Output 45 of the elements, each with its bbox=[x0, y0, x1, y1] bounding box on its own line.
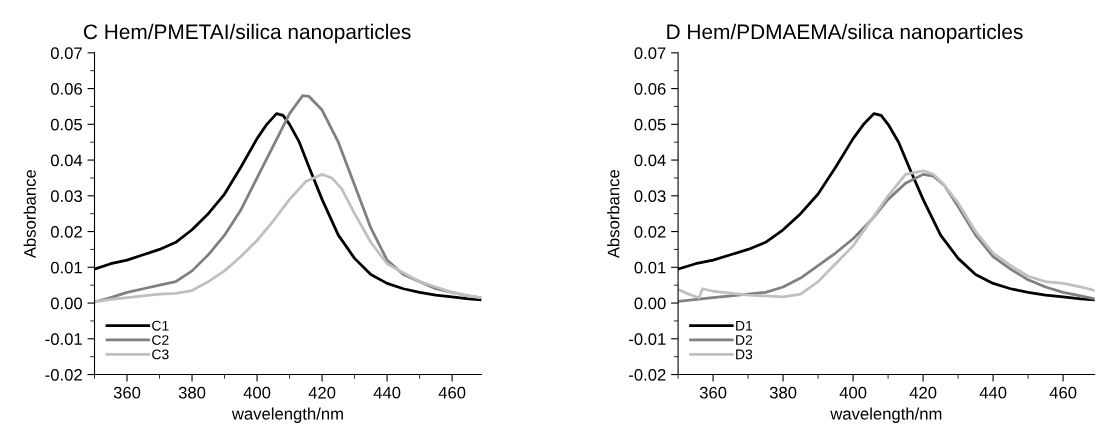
line-series bbox=[94, 172, 482, 304]
x-tick-label: 360 bbox=[699, 386, 727, 399]
y-tick-label: 0.03 bbox=[634, 190, 666, 203]
y-tick-label: 0.00 bbox=[634, 297, 666, 310]
x-tick-label: 400 bbox=[839, 386, 867, 399]
y-tick-label: -0.02 bbox=[629, 368, 666, 381]
y-tick-label: 0.05 bbox=[50, 118, 83, 131]
y-tick-label: -0.02 bbox=[45, 368, 82, 381]
y-axis-title: Absorbance bbox=[23, 169, 36, 259]
x-tick-label: 460 bbox=[438, 386, 466, 399]
x-axis-title: wavelength/nm bbox=[830, 407, 942, 423]
legend-label: D1 bbox=[736, 320, 753, 331]
x-tick-label: 380 bbox=[178, 386, 206, 399]
y-tick-label: 0.02 bbox=[50, 225, 82, 238]
x-tick-label: 440 bbox=[979, 386, 1007, 399]
y-tick-label: 0.07 bbox=[50, 47, 82, 60]
y-tick-label: -0.01 bbox=[45, 333, 82, 345]
y-tick-label: 0.04 bbox=[50, 154, 83, 167]
x-tick-label: 460 bbox=[1049, 386, 1077, 399]
y-tick-label: 0.01 bbox=[50, 261, 82, 274]
x-tick-label: 360 bbox=[113, 386, 141, 399]
y-tick-label: 0.07 bbox=[634, 47, 666, 60]
y-tick-label: 0.02 bbox=[634, 225, 666, 238]
legend-label: D3 bbox=[736, 349, 753, 360]
x-tick-label: 420 bbox=[308, 386, 336, 399]
x-tick-label: 420 bbox=[909, 386, 937, 399]
legend-label: C2 bbox=[152, 335, 169, 345]
x-tick-label: 440 bbox=[373, 386, 401, 399]
x-tick-label: 400 bbox=[243, 386, 271, 399]
chart-title: D Hem/PDMAEMA/silica nanoparticles bbox=[667, 23, 1023, 44]
y-tick-label: -0.01 bbox=[629, 333, 666, 345]
legend-label: C1 bbox=[152, 320, 169, 331]
x-tick-label: 380 bbox=[769, 386, 797, 399]
chart-title: C Hem/PMETAI/silica nanoparticles bbox=[83, 23, 411, 44]
y-tick-label: 0.05 bbox=[634, 118, 666, 131]
legend-label: C3 bbox=[152, 349, 169, 360]
y-tick-label: 0.06 bbox=[50, 82, 82, 95]
y-axis-title: Absorbance bbox=[607, 169, 620, 259]
y-tick-label: 0.06 bbox=[634, 82, 666, 95]
x-axis-title: wavelength/nm bbox=[231, 407, 343, 423]
y-tick-label: 0.03 bbox=[50, 190, 82, 203]
legend-label: D2 bbox=[736, 335, 753, 345]
y-tick-label: 0.04 bbox=[634, 154, 666, 167]
y-tick-label: 0.00 bbox=[50, 297, 83, 310]
y-tick-label: 0.01 bbox=[634, 261, 666, 274]
